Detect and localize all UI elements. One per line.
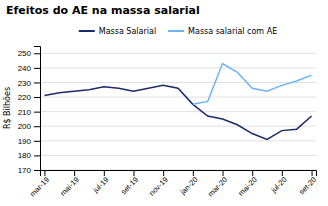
- y-tick-mark: [34, 155, 40, 156]
- title: Efeitos do AE na massa salarial: [6, 4, 200, 17]
- y-tick: 170: [18, 166, 40, 175]
- series-line: [193, 64, 312, 105]
- grid-line: [40, 97, 316, 98]
- x-tick: nov-19: [147, 170, 170, 198]
- x-tick-label: mai-19: [58, 175, 81, 198]
- y-tick-mark: [34, 126, 40, 127]
- x-tick: set-19: [119, 170, 140, 196]
- y-tick-label: 180: [18, 151, 32, 160]
- y-tick: 240: [18, 64, 40, 73]
- grid-line: [40, 111, 316, 112]
- chart: 170 180 190 200 210 220 230 240 250 mar-19 mai-19 j…: [0, 0, 328, 206]
- x-tick-label: mai-20: [236, 175, 259, 198]
- y-tick-mark: [34, 97, 40, 98]
- y-tick-label: 200: [18, 122, 32, 131]
- grid-line: [40, 140, 316, 141]
- x-tick-label: mar-19: [28, 175, 51, 198]
- x-tick-label: jan-20: [178, 175, 200, 197]
- x-tick: jul-20: [269, 170, 289, 195]
- y-tick: 250: [18, 49, 40, 58]
- y-tick-label: 170: [18, 166, 32, 175]
- x-tick: mar-19: [28, 170, 51, 198]
- x-tick-label: jul-19: [90, 175, 110, 195]
- y-tick-mark: [34, 112, 40, 113]
- grid-line: [40, 126, 316, 127]
- y-tick-mark: [34, 82, 40, 83]
- y-axis-line: [34, 47, 41, 171]
- x-axis: mar-19 mai-19 jul-19 set-19 nov-19 jan-20 mar-…: [28, 170, 318, 198]
- y-tick-mark: [34, 68, 40, 69]
- y-tick-mark: [34, 141, 40, 142]
- grid-line: [40, 82, 316, 83]
- x-tick: jan-20: [178, 170, 200, 197]
- y-tick-label: 250: [18, 49, 32, 58]
- grid-line: [40, 53, 316, 54]
- x-tick: set-20: [297, 170, 318, 196]
- y-tick-label: 230: [18, 79, 32, 88]
- grid-line: [40, 67, 316, 68]
- x-tick-label: jul-20: [269, 175, 289, 195]
- y-tick-mark: [34, 53, 40, 54]
- y-tick-label: 220: [18, 93, 32, 102]
- y-tick: 200: [18, 122, 40, 131]
- legend: Massa Salarial Massa salarial com AE: [79, 27, 277, 36]
- x-tick: jul-19: [90, 170, 110, 195]
- y-tick-label: 240: [18, 64, 32, 73]
- legend-swatch: [168, 30, 184, 32]
- x-tick-label: set-20: [297, 175, 318, 196]
- x-tick-label: mar-20: [206, 175, 229, 198]
- grid-line: [40, 155, 316, 156]
- y-tick: 230: [18, 79, 40, 88]
- grid: [40, 53, 316, 170]
- lines: [44, 64, 311, 140]
- x-tick: mar-20: [206, 170, 229, 198]
- y-axis: 170 180 190 200 210 220 230 240 250: [18, 47, 41, 176]
- y-tick-mark: [34, 170, 40, 171]
- y-tick: 190: [18, 137, 40, 146]
- legend-item: Massa salarial com AE: [168, 27, 277, 36]
- x-tick: mai-20: [236, 170, 259, 198]
- x-tick-label: set-19: [119, 175, 140, 196]
- x-axis-line: [41, 171, 317, 177]
- y-tick: 220: [18, 93, 40, 102]
- legend-swatch: [79, 30, 95, 32]
- y-tick: 210: [18, 108, 40, 117]
- legend-label: Massa salarial com AE: [188, 27, 277, 36]
- x-tick: mai-19: [58, 170, 81, 198]
- x-tick-label: nov-19: [147, 175, 170, 198]
- series-line: [44, 85, 311, 139]
- y-tick-label: 190: [18, 137, 32, 146]
- y-axis-title: R$ Bilhões: [3, 87, 12, 129]
- y-tick: 180: [18, 151, 40, 160]
- legend-label: Massa Salarial: [99, 27, 156, 36]
- legend-item: Massa Salarial: [79, 27, 156, 36]
- y-tick-label: 210: [18, 108, 32, 117]
